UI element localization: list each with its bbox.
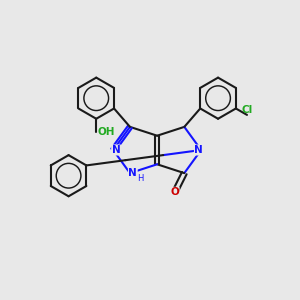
Text: H: H xyxy=(137,174,143,183)
Text: OH: OH xyxy=(98,127,115,136)
Text: N: N xyxy=(112,145,120,155)
Text: N: N xyxy=(128,168,137,178)
Text: N: N xyxy=(194,145,203,155)
Text: O: O xyxy=(170,187,179,197)
Text: Cl: Cl xyxy=(242,105,253,115)
